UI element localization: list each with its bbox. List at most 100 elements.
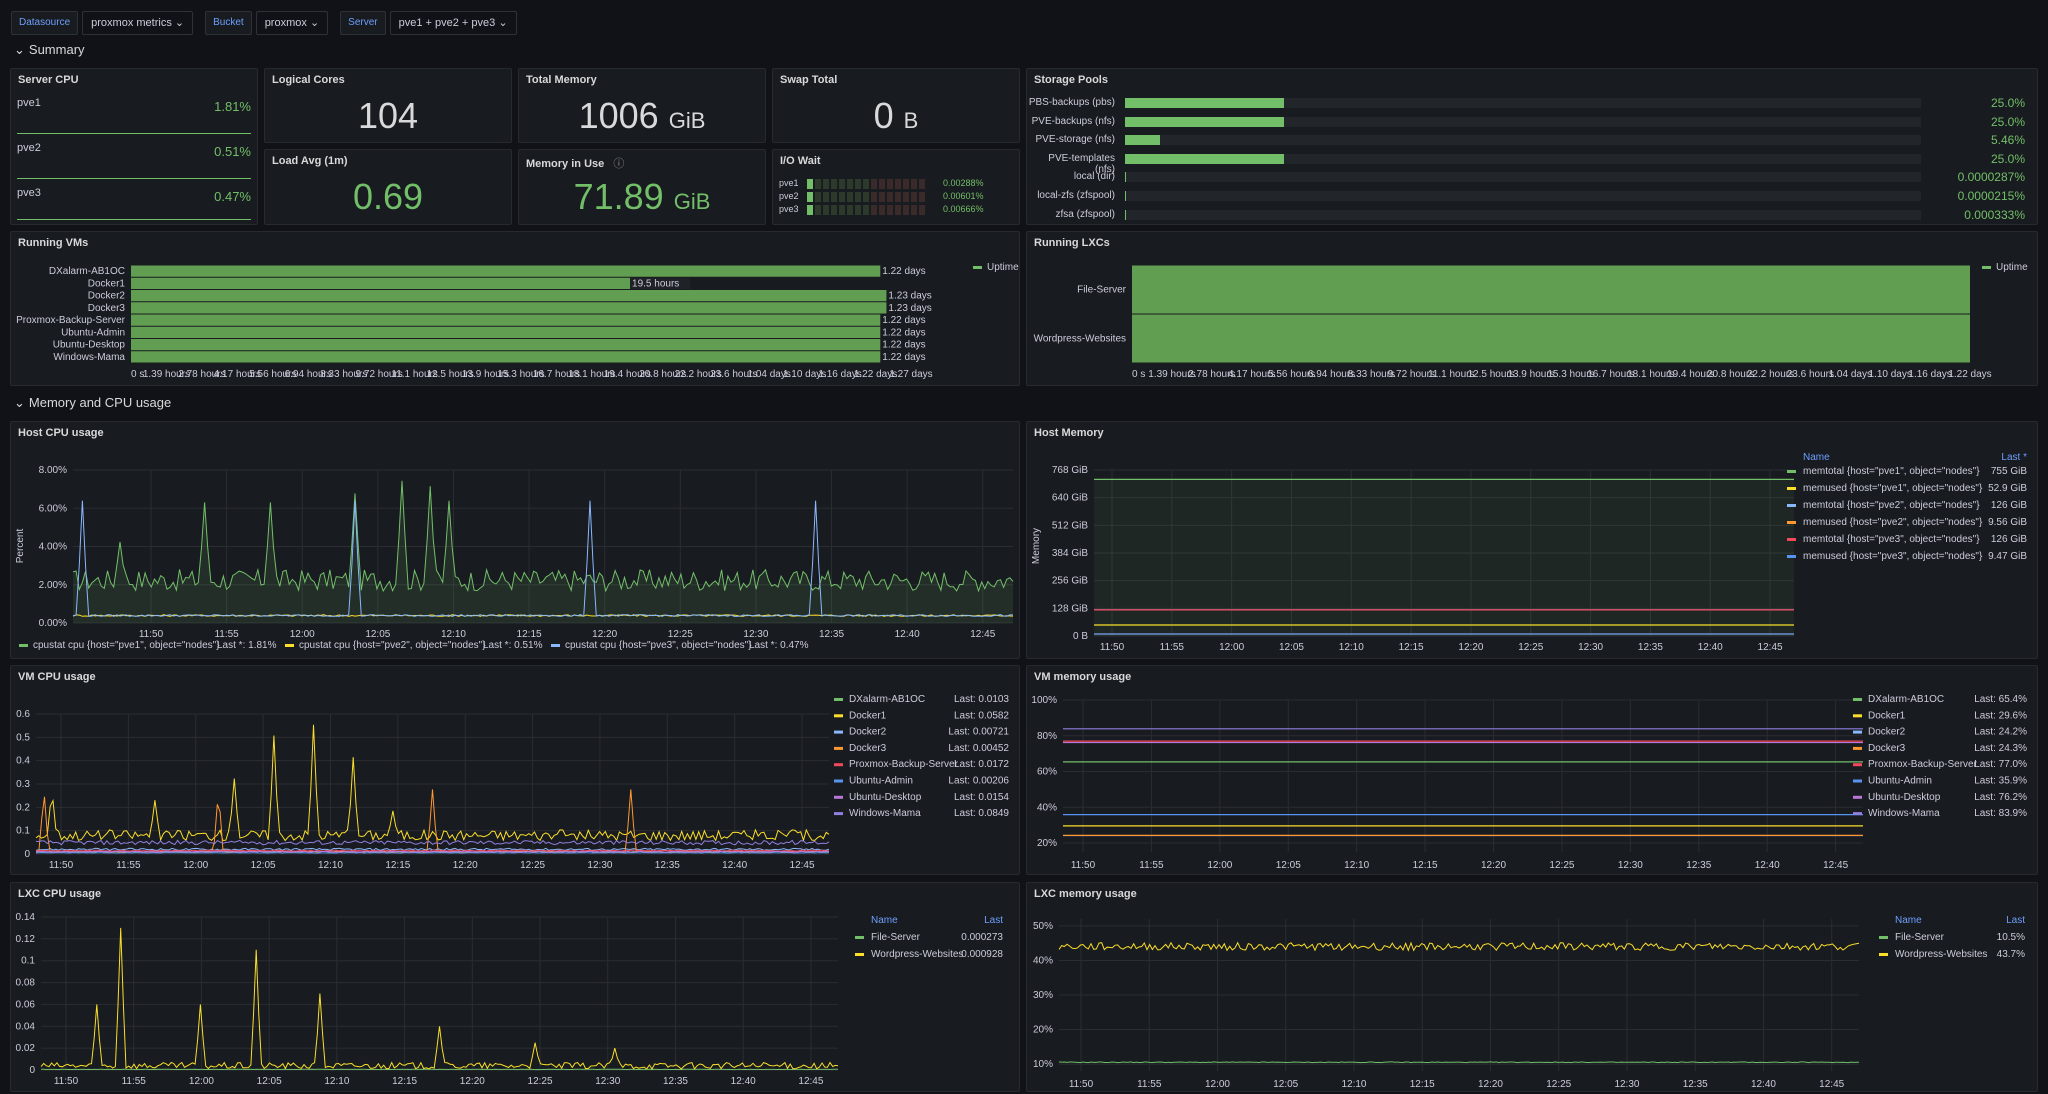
- panel-title: Storage Pools: [1034, 74, 1108, 86]
- x-tick-label: 12:35: [1638, 642, 1663, 653]
- pool-label: local-zfs (zfspool): [1037, 190, 1115, 201]
- legend-last-value: 0.000273: [961, 932, 1003, 943]
- panel-io-wait: I/O Wait pve1 0.00288% pve2 0.00601% pve3 0.0…: [772, 149, 1020, 225]
- x-tick-label: 8.33 hours: [1348, 369, 1395, 380]
- pool-bar-track: [1125, 98, 1921, 108]
- select-value: proxmox metrics: [91, 17, 172, 29]
- cpu-sparkline: [17, 219, 251, 220]
- series-line: [1058, 941, 1860, 952]
- io-host-label: pve2: [779, 191, 799, 201]
- row-memory-cpu[interactable]: ⌄ Memory and CPU usage: [14, 395, 171, 411]
- y-tick-label: 0 B: [1073, 631, 1088, 642]
- info-icon[interactable]: ⓘ: [613, 158, 625, 170]
- legend-header-last: Last *: [2001, 452, 2027, 463]
- series-line: [72, 500, 1013, 618]
- legend-swatch: [834, 714, 843, 718]
- legend-label: Uptime: [987, 262, 1019, 273]
- x-tick-label: 2.78 hours: [1188, 369, 1235, 380]
- x-tick-label: 4.17 hours: [214, 369, 261, 380]
- x-tick-label: 12:20: [460, 1076, 485, 1087]
- row-summary[interactable]: ⌄ Summary: [14, 42, 85, 58]
- panel-title: Host CPU usage: [18, 427, 104, 439]
- unit: GiB: [673, 189, 711, 214]
- host-name: pve2: [17, 142, 41, 154]
- legend-last-value: Last *: 0.51%: [483, 640, 543, 651]
- panel-title: Running VMs: [18, 237, 89, 249]
- y-tick-label: 0: [24, 849, 30, 860]
- pool-label: PVE-backups (nfs): [1031, 115, 1115, 127]
- legend-last-value: Last: 29.6%: [1974, 710, 2027, 721]
- io-gauge-segment: [855, 192, 861, 202]
- bar-category-label: Wordpress-Websites: [1034, 334, 1126, 345]
- io-gauge-segment: [855, 205, 861, 215]
- panel-title: Memory in Use ⓘ: [526, 155, 624, 171]
- variable-label: Bucket: [205, 11, 252, 35]
- vm-cpu-chart: 0 0.1 0.2 0.3 0.4 0.5 0.6 11:50 11:55 12:00 12:05 1…: [16, 694, 1009, 871]
- running-lxcs-chart: File-Server Wordpress-Websites 0 s 1.39 hou…: [1034, 262, 2029, 380]
- bar-value-label: 1.23 days: [888, 291, 931, 302]
- y-tick-label: 50%: [1033, 921, 1053, 932]
- legend-last-value: 10.5%: [1997, 932, 2025, 943]
- x-tick-label: 5.56 hours: [249, 369, 296, 380]
- y-tick-label: 0.4: [16, 756, 30, 767]
- io-gauge-segment: [823, 179, 829, 189]
- legend-label: DXalarm-AB1OC: [1868, 694, 1944, 705]
- x-tick-label: 12:05: [257, 1076, 282, 1087]
- bucket-select[interactable]: proxmox ⌄: [255, 11, 329, 35]
- x-tick-label: 4.17 hours: [1228, 369, 1275, 380]
- pool-label: PVE-templates (nfs): [1048, 152, 1115, 175]
- uptime-bar: [1132, 314, 1970, 363]
- swap-total-stat: 0 B: [773, 95, 1019, 137]
- legend-header-last: Last: [984, 915, 1003, 926]
- series-line: [40, 927, 839, 1070]
- uptime-bar: [131, 314, 881, 326]
- panel-storage-pools: Storage Pools PBS-backups (pbs) 25.0% PVE-…: [1026, 68, 2038, 225]
- io-gauge-segment: [871, 192, 877, 202]
- x-tick-label: 11.1 hours: [391, 369, 438, 380]
- legend-label: Ubuntu-Desktop: [1868, 792, 1941, 803]
- io-gauge-segment: [871, 179, 877, 189]
- io-gauge-segment: [863, 205, 869, 215]
- y-tick-label: 10%: [1033, 1059, 1053, 1070]
- bar-category-label: Docker1: [88, 278, 126, 289]
- series-line: [1058, 1061, 1860, 1064]
- x-tick-label: 13.9 hours: [1507, 369, 1554, 380]
- x-tick-label: 12:15: [1413, 860, 1438, 871]
- panel-title: Host Memory: [1034, 427, 1104, 439]
- panel-title: Logical Cores: [272, 74, 345, 86]
- y-tick-label: 0.1: [16, 826, 30, 837]
- server-select[interactable]: pve1 + pve2 + pve3 ⌄: [389, 11, 517, 35]
- panel-host-cpu: Host CPU usage 0.00% 2.00% 4.00% 6.00% 8.00%…: [10, 421, 1020, 659]
- y-tick-label: 0.02: [16, 1043, 36, 1054]
- cpu-value: 0.47%: [214, 189, 251, 204]
- legend-last-value: 9.47 GiB: [1988, 551, 2027, 562]
- x-tick-label: 12:00: [1207, 860, 1232, 871]
- x-tick-label: 12:45: [798, 1076, 823, 1087]
- y-tick-label: 0: [29, 1065, 35, 1076]
- y-tick-label: 6.00%: [39, 503, 67, 514]
- cpu-sparkline: [17, 133, 251, 134]
- io-gauge-segment: [911, 205, 917, 215]
- row-title: Memory and CPU usage: [28, 395, 172, 410]
- cpu-value: 0.51%: [214, 144, 251, 159]
- x-tick-label: 1.04 days: [747, 369, 790, 380]
- legend-swatch: [1787, 487, 1796, 490]
- io-gauge-segment: [879, 192, 885, 202]
- io-value: 0.00601%: [943, 191, 984, 201]
- panel-title: Swap Total: [780, 74, 838, 86]
- x-tick-label: 1.27 days: [889, 369, 932, 380]
- io-gauge-segment: [831, 179, 837, 189]
- io-gauge-segment: [879, 205, 885, 215]
- datasource-select[interactable]: proxmox metrics ⌄: [82, 11, 194, 35]
- x-tick-label: 11:55: [214, 629, 239, 640]
- legend-last-value: Last: 35.9%: [1974, 776, 2027, 787]
- x-tick-label: 13.9 hours: [462, 369, 509, 380]
- legend-last-value: Last *: 1.81%: [217, 640, 277, 651]
- y-tick-label: 60%: [1037, 767, 1057, 778]
- legend-last-value: Last: 0.00721: [948, 727, 1009, 738]
- host-name: pve1: [17, 97, 41, 109]
- legend-label: Uptime: [1996, 262, 2028, 273]
- legend-label: cpustat cpu {host="pve2", object="nodes"…: [299, 640, 486, 651]
- legend-header-name: Name: [1803, 452, 1830, 463]
- pool-bar-fill: [1125, 191, 1126, 201]
